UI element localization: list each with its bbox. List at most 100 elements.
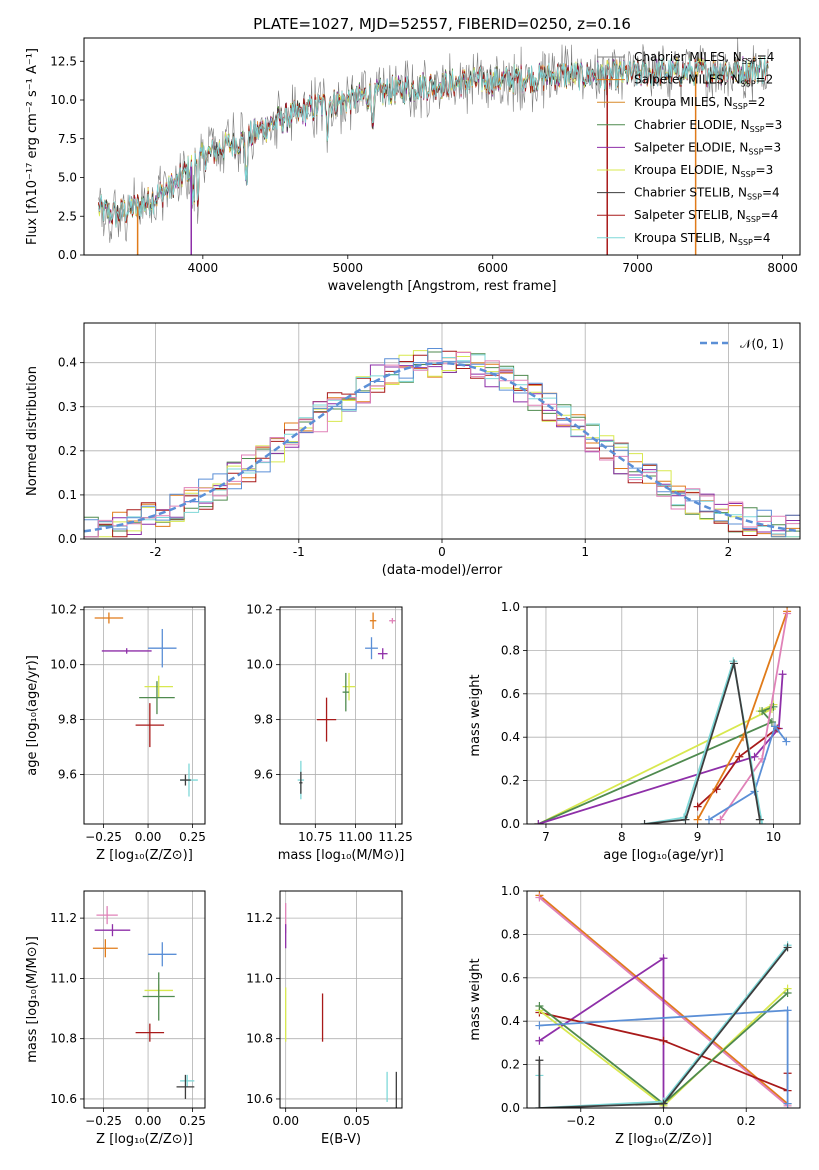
plus-marker <box>758 820 767 824</box>
x-tick-label: −0.2 <box>566 1114 595 1128</box>
y-tick-label: 0.3 <box>58 400 77 414</box>
panel-mass-vs-z: −0.25 0.00 0.25 10.6 10.8 11.0 11.2 Z [log₁₀(Z/… <box>25 890 206 1147</box>
y-tick-label: 0.0 <box>501 817 520 831</box>
y-tick-label: 1.0 <box>501 884 520 898</box>
legend-label: Chabrier ELODIE, NSSP=3 <box>634 118 782 134</box>
axes-frame <box>526 606 801 825</box>
plus-marker <box>693 815 702 824</box>
plus-marker <box>750 752 759 761</box>
y-tick-label: 0.2 <box>501 1058 520 1072</box>
data-point <box>94 612 124 624</box>
y-tick-label: 10.2 <box>50 603 77 617</box>
plus-marker <box>783 943 792 952</box>
x-tick-label: 8000 <box>767 261 798 275</box>
y-tick-label: 5.0 <box>58 171 77 185</box>
mass-weight-line <box>708 724 788 821</box>
plot-area <box>534 607 792 824</box>
y-tick-label: 10.8 <box>246 1032 273 1046</box>
plot-area <box>535 891 792 1108</box>
x-tick-label: 0 <box>438 545 446 559</box>
data-point <box>135 703 165 748</box>
data-point <box>135 1023 165 1042</box>
plus-marker <box>535 1104 544 1108</box>
x-tick-label: 8 <box>618 830 626 844</box>
plus-marker <box>534 820 543 824</box>
y-axis-label: mass [log₁₀(M/M⊙)] <box>25 936 40 1063</box>
plot-area <box>94 612 198 797</box>
y-tick-label: 7.5 <box>58 132 77 146</box>
y-tick-label: 11.0 <box>50 971 77 985</box>
data-point <box>316 697 337 742</box>
data-point <box>139 681 175 715</box>
x-axis-label: E(B-V) <box>321 1132 361 1147</box>
axes-frame <box>83 37 801 256</box>
mass-weight-line <box>644 663 761 824</box>
x-tick-label: 10.75 <box>298 830 332 844</box>
spectrum-line <box>98 56 769 228</box>
legend-label: Salpeter STELIB, NSSP=4 <box>634 208 778 224</box>
plus-marker <box>705 815 713 824</box>
x-tick-label: 2 <box>725 545 733 559</box>
x-tick-label: 0.05 <box>343 1114 370 1128</box>
y-tick-label: 0.4 <box>501 1014 520 1028</box>
x-tick-label: 0.00 <box>135 830 162 844</box>
x-axis-label: Z [log₁₀(Z/Z⊙)] <box>96 1132 193 1147</box>
plus-marker <box>782 737 791 746</box>
plus-marker <box>659 1099 668 1108</box>
data-point <box>365 637 378 660</box>
data-point <box>94 924 131 937</box>
y-tick-label: 10.2 <box>246 603 273 617</box>
y-tick-label: 0.2 <box>501 774 520 788</box>
y-tick-label: 0.1 <box>58 488 77 502</box>
y-tick-label: 0.0 <box>501 1101 520 1115</box>
data-point <box>342 672 356 701</box>
plot-area <box>84 348 800 538</box>
legend-label: Kroupa STELIB, NSSP=4 <box>634 231 771 247</box>
data-point <box>96 906 118 925</box>
x-axis-label: (data-model)/error <box>382 563 503 578</box>
panel-spectrum: 4000 5000 6000 7000 8000 0.0 2.5 5.0 7.5 10.0 12.5… <box>25 37 801 294</box>
x-tick-label: 10 <box>766 830 781 844</box>
legend-label: Chabrier MILES, NSSP=4 <box>634 50 774 66</box>
x-tick-label: 9 <box>694 830 702 844</box>
plus-marker <box>659 954 668 963</box>
plus-marker <box>755 815 764 824</box>
x-axis-label: age [log₁₀(age/yr)] <box>603 848 724 863</box>
data-point <box>369 612 377 629</box>
y-tick-label: 9.8 <box>254 713 273 727</box>
axes-frame <box>83 606 206 825</box>
data-point <box>92 939 118 958</box>
y-tick-label: 10.0 <box>50 93 77 107</box>
plot-area <box>297 612 396 800</box>
y-tick-label: 0.8 <box>501 927 520 941</box>
legend-label: Kroupa MILES, NSSP=2 <box>634 95 765 111</box>
x-tick-label: 4000 <box>188 261 219 275</box>
legend-label: Kroupa ELODIE, NSSP=3 <box>634 163 773 179</box>
panel-mass-weight-vs-age: 7 8 9 10 0.0 0.2 0.4 0.6 0.8 1.0 age [log₁₀(age/yr… <box>468 600 801 863</box>
legend-label: 𝒩(0, 1) <box>740 337 784 351</box>
mass-weight-line <box>538 946 789 1108</box>
y-axis-label: age [log₁₀(age/yr)] <box>25 655 40 776</box>
plus-marker <box>535 1002 544 1011</box>
y-tick-label: 0.0 <box>58 248 77 262</box>
panel-mass-weight-vs-z: −0.2 0.0 0.2 0.0 0.2 0.4 0.6 0.8 1.0 Z [log₁₀(Z/Z… <box>468 884 801 1147</box>
y-tick-label: 11.2 <box>50 911 77 925</box>
x-tick-label: 7000 <box>622 261 653 275</box>
y-tick-label: 10.8 <box>50 1032 77 1046</box>
y-tick-label: 0.6 <box>501 687 520 701</box>
plus-marker <box>735 752 744 761</box>
x-tick-label: -2 <box>150 545 162 559</box>
x-axis-label: Z [log₁₀(Z/Z⊙)] <box>96 848 193 863</box>
axes-frame <box>83 322 801 540</box>
x-tick-label: 11.00 <box>338 830 372 844</box>
plus-marker <box>783 988 792 997</box>
x-tick-label: −0.25 <box>85 1114 122 1128</box>
y-tick-label: 11.0 <box>246 971 273 985</box>
data-point <box>180 1074 195 1087</box>
x-axis-label: mass [log₁₀(M/M⊙)] <box>278 848 405 863</box>
plus-marker <box>681 815 690 824</box>
x-tick-label: −0.25 <box>85 830 122 844</box>
x-tick-label: 0.2 <box>737 1114 756 1128</box>
plus-marker <box>693 802 702 811</box>
